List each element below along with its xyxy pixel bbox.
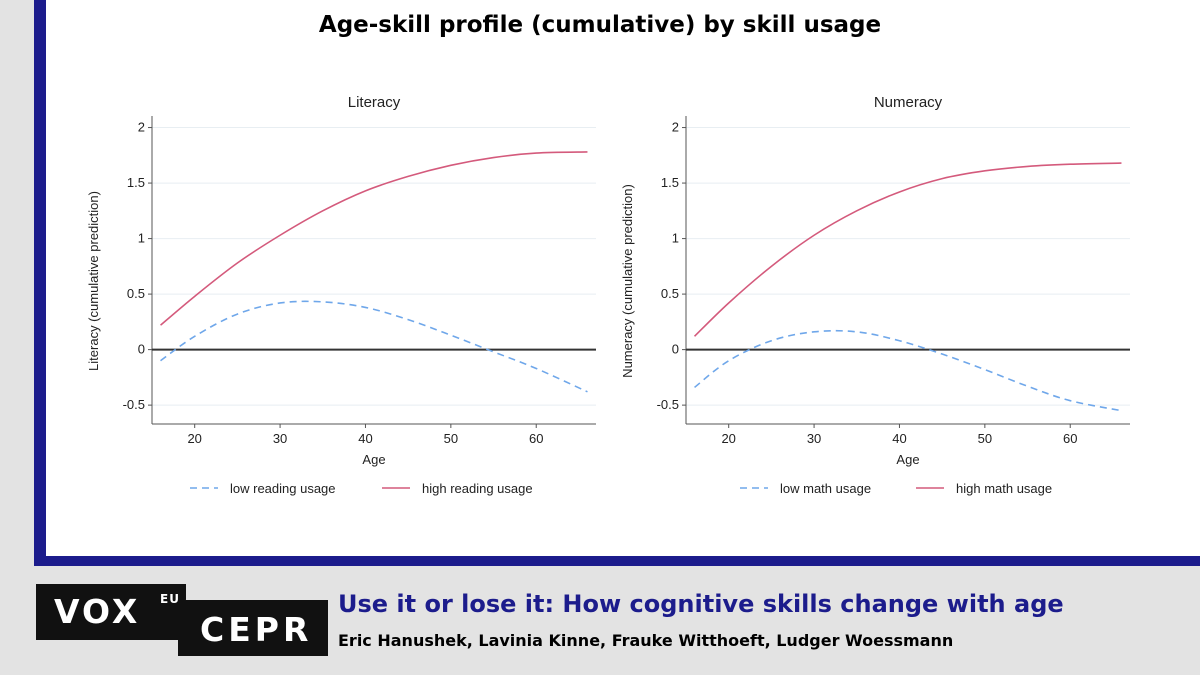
x-tick-label: 50 bbox=[444, 431, 458, 446]
legend-label: high reading usage bbox=[422, 481, 533, 496]
vox-eu-logo: VOX EU bbox=[36, 584, 186, 640]
cepr-logo: CEPR bbox=[178, 600, 328, 656]
y-tick-label: 1.5 bbox=[661, 175, 679, 190]
x-tick-label: 50 bbox=[978, 431, 992, 446]
y-tick-label: 1 bbox=[672, 231, 679, 246]
series-line-low bbox=[694, 329, 1122, 412]
legend-label: low reading usage bbox=[230, 481, 336, 496]
chart-card bbox=[46, 0, 1200, 556]
x-tick-label: 30 bbox=[807, 431, 821, 446]
y-axis-label: Literacy (cumulative prediction) bbox=[86, 191, 101, 371]
literacy-panel: -0.5 0 0.5 1 1.5 2 20 30 40 50 60 Literacy Age Litera… bbox=[86, 94, 596, 496]
article-authors: Eric Hanushek, Lavinia Kinne, Frauke Wit… bbox=[338, 631, 954, 650]
series-line-high bbox=[160, 151, 588, 326]
panel-title: Numeracy bbox=[874, 94, 943, 111]
series-line-low bbox=[160, 300, 588, 393]
x-tick-label: 20 bbox=[721, 431, 735, 446]
legend-label: high math usage bbox=[956, 481, 1052, 496]
x-tick-label: 60 bbox=[1063, 431, 1077, 446]
numeracy-panel: -0.5 0 0.5 1 1.5 2 20 30 40 50 60 Numeracy Age Numera… bbox=[620, 94, 1130, 496]
panel-title: Literacy bbox=[348, 94, 401, 111]
y-tick-label: -0.5 bbox=[657, 397, 679, 412]
x-tick-label: 30 bbox=[273, 431, 287, 446]
x-tick-label: 60 bbox=[529, 431, 543, 446]
article-title: Use it or lose it: How cognitive skills … bbox=[338, 590, 1064, 618]
legend-label: low math usage bbox=[780, 481, 871, 496]
y-tick-label: 1.5 bbox=[127, 175, 145, 190]
x-tick-label: 40 bbox=[892, 431, 906, 446]
y-tick-label: 1 bbox=[138, 231, 145, 246]
y-tick-label: 0 bbox=[672, 342, 679, 357]
y-tick-label: -0.5 bbox=[123, 397, 145, 412]
main-title: Age-skill profile (cumulative) by skill … bbox=[318, 12, 882, 38]
x-tick-label: 40 bbox=[358, 431, 372, 446]
chart-card-border bbox=[34, 0, 1200, 566]
series-line-high bbox=[693, 162, 1122, 337]
x-tick-label: 20 bbox=[187, 431, 201, 446]
x-axis-label: Age bbox=[362, 452, 385, 467]
y-tick-label: 0.5 bbox=[661, 286, 679, 301]
y-tick-label: 2 bbox=[672, 120, 679, 135]
y-tick-label: 0.5 bbox=[127, 286, 145, 301]
y-tick-label: 2 bbox=[138, 120, 145, 135]
x-axis-label: Age bbox=[896, 452, 919, 467]
y-axis-label: Numeracy (cumulative prediction) bbox=[620, 184, 635, 378]
y-tick-label: 0 bbox=[138, 342, 145, 357]
